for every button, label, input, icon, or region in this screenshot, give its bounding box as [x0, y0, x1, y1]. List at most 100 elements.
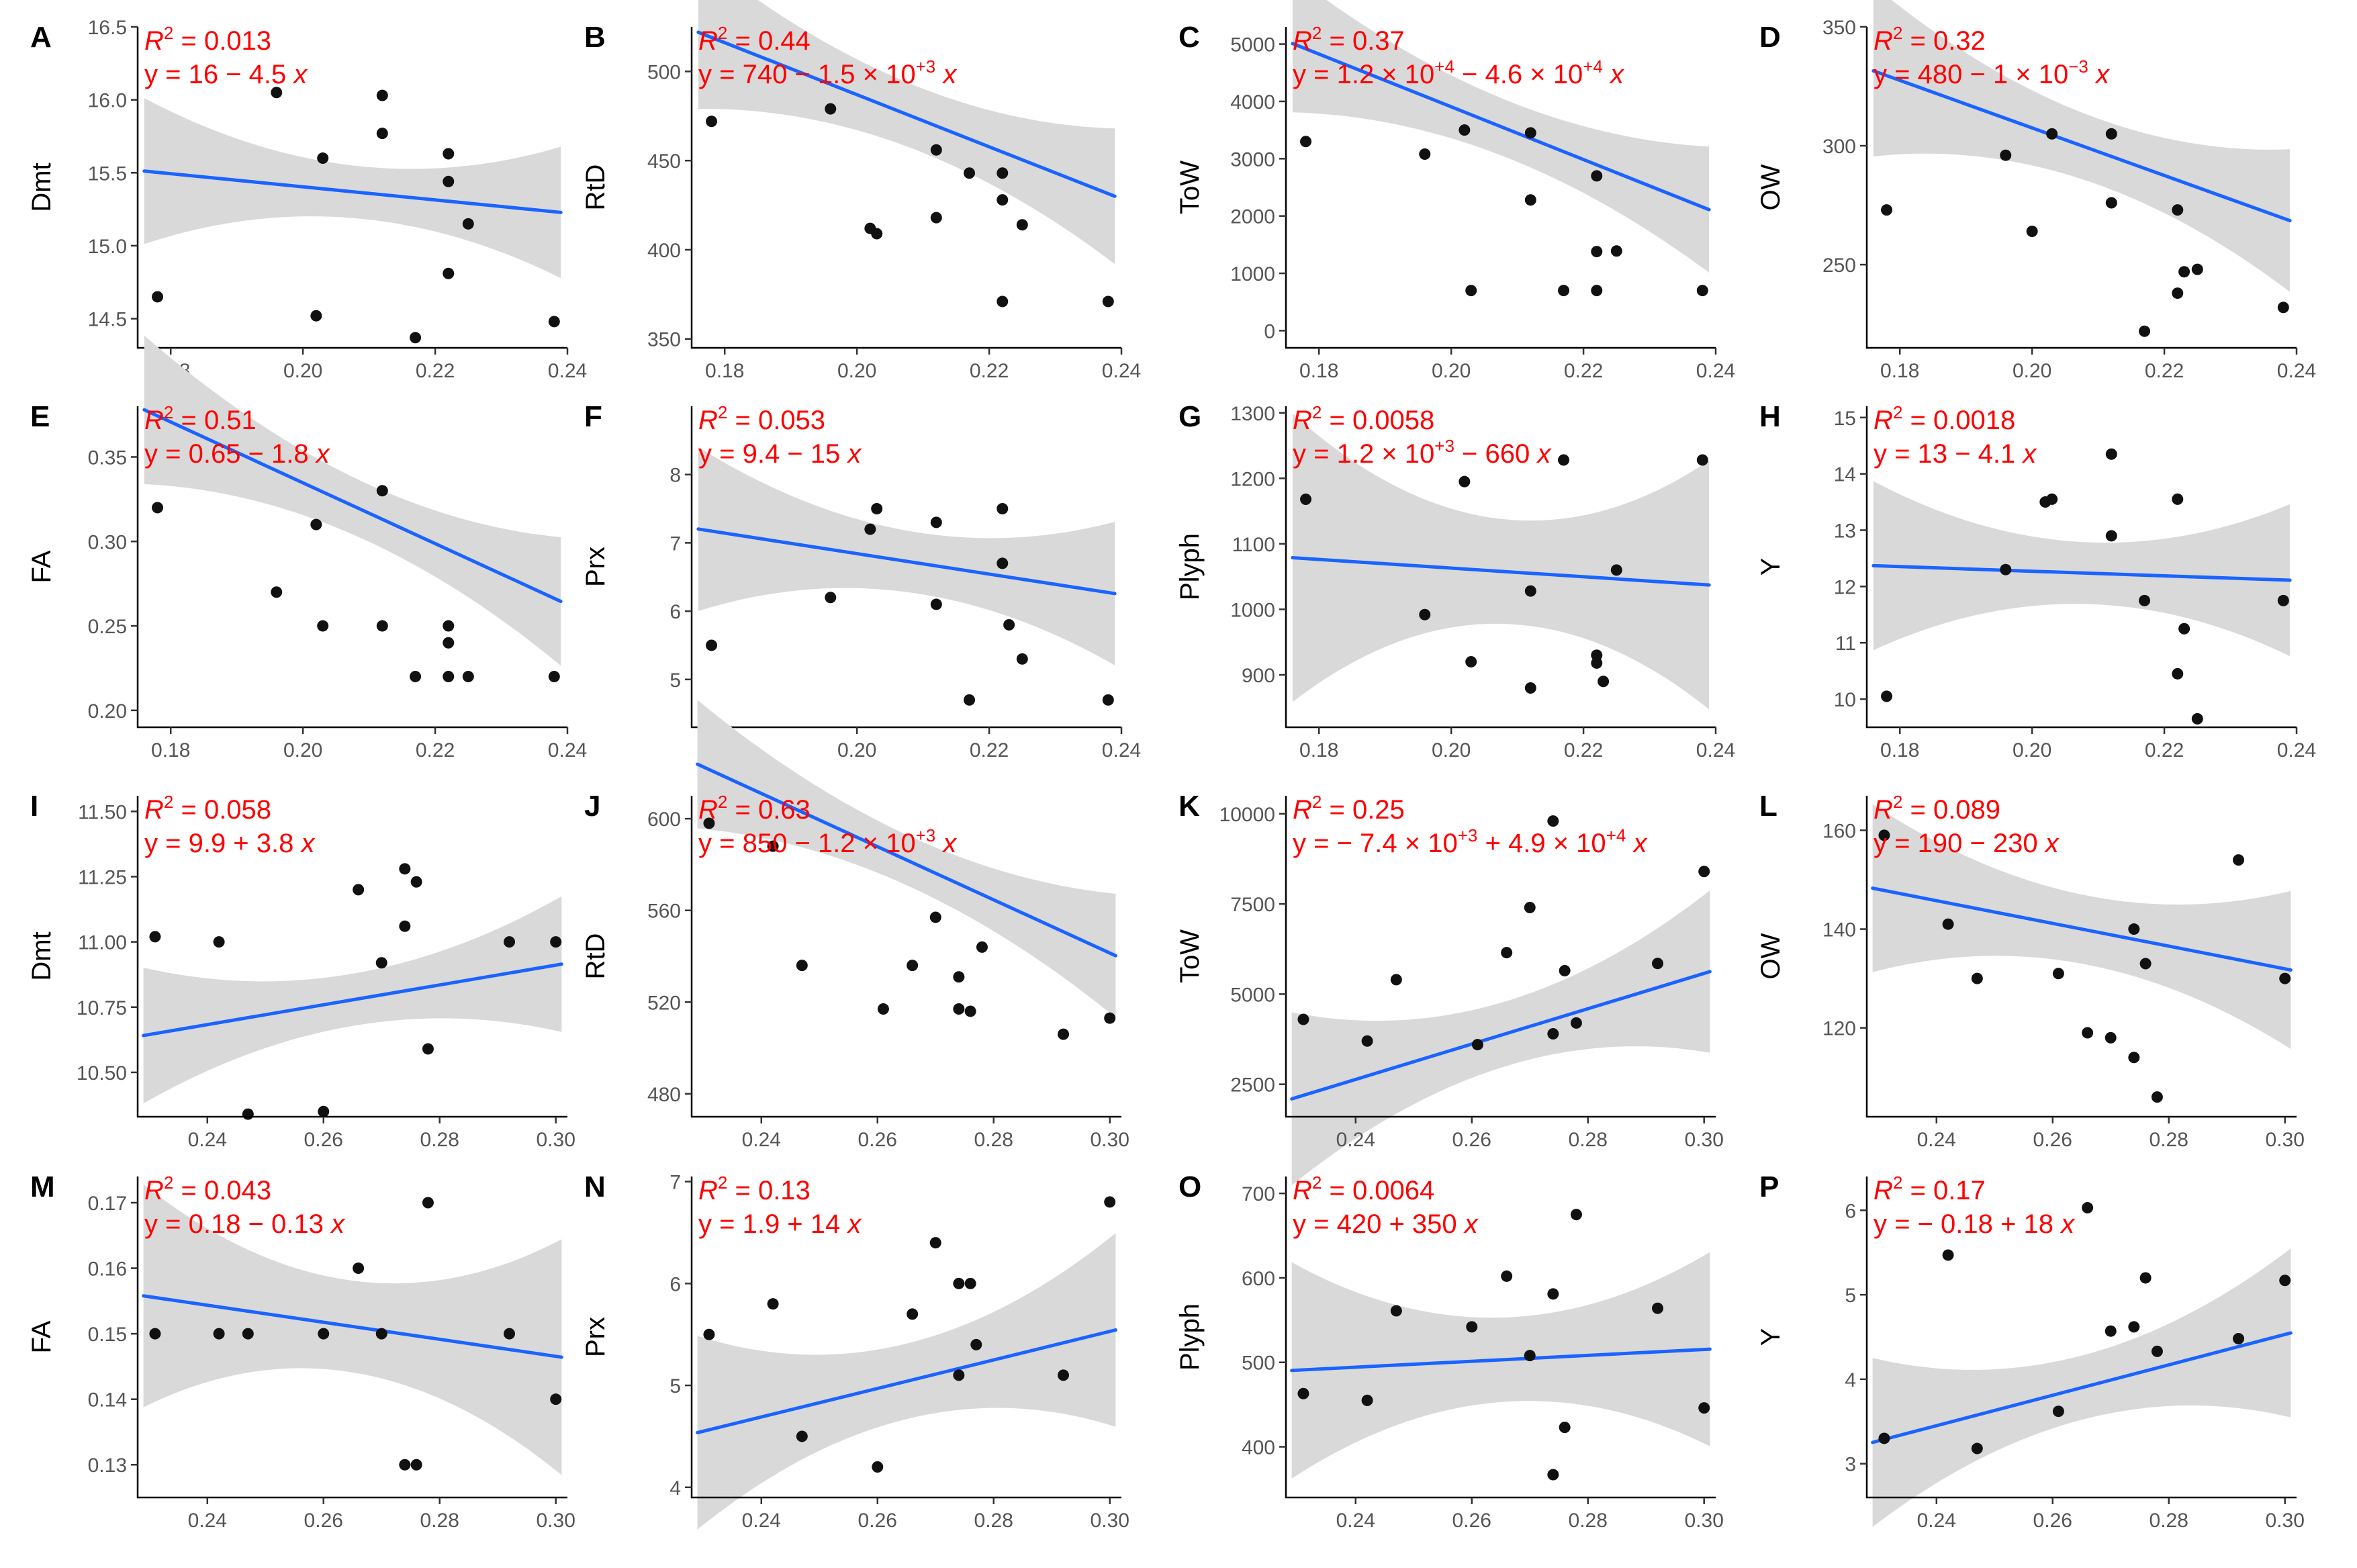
x-tick-label: 0.30	[2266, 1510, 2305, 1532]
data-point	[964, 694, 976, 706]
y-tick-label: 10.75	[77, 997, 127, 1019]
regression-line	[1290, 1347, 1712, 1373]
data-point	[2000, 149, 2012, 161]
x-tick-label: 0.24	[1336, 1510, 1375, 1532]
y-tick-label: 400	[1242, 1437, 1275, 1459]
y-tick-label: 0.25	[88, 616, 127, 638]
r-squared-label: R2 = 0.44	[698, 23, 811, 56]
y-axis-label: ToW	[1175, 929, 1205, 983]
data-point	[1591, 285, 1603, 297]
data-point	[443, 620, 455, 632]
equation-label: y = 1.2 × 10+4 − 4.6 × 10+4 x	[1293, 56, 1625, 89]
data-point	[1524, 682, 1536, 694]
data-point	[1524, 901, 1536, 913]
regression-line	[1871, 886, 2293, 972]
data-point	[2172, 204, 2184, 216]
x-tick-label: 0.28	[974, 1510, 1013, 1532]
x-tick-label: 0.26	[2033, 1129, 2072, 1151]
y-tick-label: 350	[1822, 17, 1856, 39]
panel-letter: K	[1178, 790, 1200, 823]
x-tick-label: 0.24	[188, 1510, 227, 1532]
data-point	[1058, 1028, 1070, 1040]
y-tick-label: 4	[669, 1477, 681, 1500]
y-tick-label: 11.25	[78, 866, 127, 888]
data-point	[1591, 649, 1603, 661]
confidence-band	[698, 447, 1115, 665]
r-squared-label: R2 = 0.0058	[1293, 402, 1434, 435]
r-squared-label: R2 = 0.0064	[1293, 1172, 1434, 1205]
y-axis-label: Dmt	[27, 931, 56, 980]
x-tick-label: 0.20	[837, 360, 876, 382]
data-point	[2052, 968, 2064, 980]
x-tick-label: 0.24	[1696, 739, 1735, 762]
x-tick-label: 0.30	[537, 1129, 575, 1151]
r-squared-label: R2 = 0.043	[144, 1172, 271, 1205]
data-point	[213, 936, 225, 948]
data-point	[929, 1237, 941, 1249]
data-point	[964, 1005, 976, 1017]
y-tick-label: 1000	[1230, 599, 1275, 621]
data-point	[1971, 972, 1983, 984]
r-squared-label: R2 = 0.63	[698, 792, 811, 825]
y-axis-label: Dmt	[27, 163, 56, 212]
data-point	[1547, 1288, 1559, 1300]
data-point	[2139, 958, 2152, 970]
x-tick-label: 0.24	[1102, 360, 1141, 382]
y-tick-label: 0.35	[88, 447, 127, 469]
equation-label: y = 1.2 × 10+3 − 660 x	[1293, 436, 1552, 469]
y-tick-label: 560	[647, 901, 681, 923]
data-point	[318, 1105, 330, 1117]
x-tick-label: 0.24	[188, 1129, 227, 1151]
y-tick-label: 11.50	[78, 801, 127, 823]
data-point	[1524, 127, 1536, 139]
data-point	[1104, 1012, 1116, 1024]
data-point	[930, 144, 942, 156]
equation-label: y = 420 + 350 x	[1293, 1209, 1479, 1239]
data-point	[1465, 655, 1477, 667]
y-tick-label: 140	[1822, 919, 1856, 941]
data-point	[2178, 266, 2190, 278]
y-tick-label: 11.00	[78, 932, 127, 954]
equation-label: y = 16 − 4.5 x	[144, 60, 308, 89]
data-point	[422, 1197, 434, 1209]
data-point	[1558, 454, 1570, 466]
data-point	[443, 267, 455, 279]
y-tick-label: 120	[1822, 1018, 1856, 1040]
data-point	[703, 1328, 715, 1340]
panel-letter: O	[1178, 1170, 1201, 1203]
data-point	[929, 911, 941, 923]
equation-label: y = − 0.18 + 18 x	[1874, 1209, 2076, 1239]
x-tick-label: 0.30	[1685, 1510, 1724, 1532]
x-tick-label: 0.22	[970, 739, 1009, 762]
data-point	[997, 194, 1009, 206]
y-tick-label: 5	[1845, 1285, 1856, 1307]
x-tick-label: 0.22	[416, 360, 455, 382]
x-tick-label: 0.28	[1569, 1129, 1608, 1151]
equation-label: y = − 7.4 × 10+3 + 4.9 × 10+4 x	[1293, 825, 1648, 858]
data-point	[1524, 1350, 1536, 1362]
data-point	[2277, 302, 2289, 314]
data-point	[443, 148, 455, 160]
panel-k: 0.24 0.26 0.28 0.30 2500 5000 7500 10000 K ToW R2 …	[1175, 790, 1724, 1186]
confidence-band	[1872, 804, 2291, 1050]
x-tick-label: 0.24	[548, 739, 587, 762]
regression-line	[696, 1328, 1117, 1434]
panel-i: 0.24 0.26 0.28 0.30 10.50 10.75 11.00 11.25 11.5…	[27, 790, 575, 1151]
data-point	[318, 1328, 330, 1340]
regression-line	[1871, 69, 2292, 223]
data-point	[907, 1308, 919, 1320]
y-tick-label: 0.14	[88, 1389, 127, 1412]
panel-letter: C	[1178, 21, 1200, 54]
x-tick-label: 0.24	[1336, 1129, 1375, 1151]
data-point	[997, 167, 1009, 179]
y-axis-label: Prx	[581, 547, 610, 587]
y-tick-label: 1300	[1230, 403, 1275, 425]
data-point	[1390, 1305, 1402, 1317]
data-point	[907, 960, 919, 972]
data-point	[2178, 622, 2190, 635]
y-tick-label: 15.5	[88, 163, 127, 185]
panel-letter: A	[30, 21, 52, 54]
r-squared-label: R2 = 0.37	[1293, 23, 1405, 56]
x-tick-label: 0.18	[1299, 739, 1338, 762]
